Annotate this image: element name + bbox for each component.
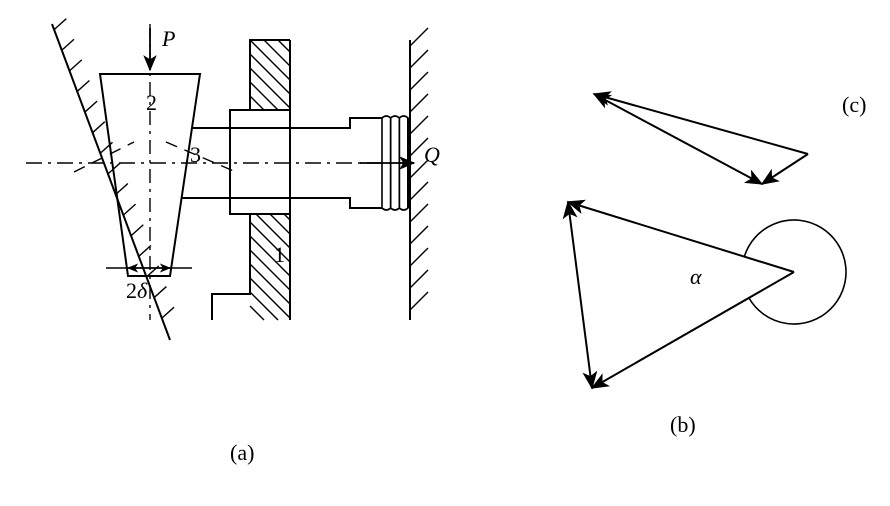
caption-a: (a): [230, 440, 254, 465]
label-Q: Q: [424, 142, 440, 167]
label-2delta: 2δ: [126, 278, 148, 303]
label-3: 3: [190, 142, 201, 167]
label-1: 1: [274, 242, 285, 267]
text-layer: P Q 1 2 3 2δ α (a) (b) (c): [126, 26, 866, 465]
caption-b: (b): [670, 412, 696, 437]
label-alpha: α: [690, 264, 702, 289]
figure-b: [568, 202, 846, 388]
figure-c: [594, 94, 808, 184]
caption-c: (c): [842, 92, 866, 117]
label-2: 2: [146, 90, 157, 115]
figure-a: [26, 19, 428, 340]
label-P: P: [161, 26, 175, 51]
